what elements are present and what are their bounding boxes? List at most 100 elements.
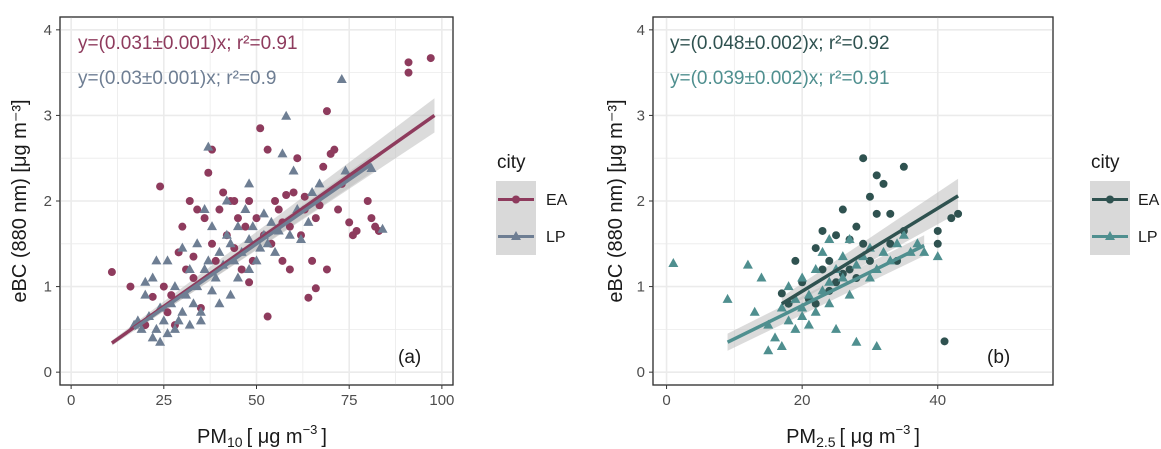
- point-lp: [932, 251, 943, 261]
- point-lp: [366, 162, 377, 172]
- point-lp: [851, 336, 862, 346]
- point-lp: [340, 165, 351, 175]
- point-lp: [295, 234, 306, 244]
- fit-line-lp: [726, 243, 925, 344]
- x-tick-label: 20: [794, 392, 811, 409]
- point-lp: [140, 276, 151, 286]
- point-ea: [940, 337, 949, 346]
- panel-a-legend: city EA LP: [496, 152, 568, 255]
- point-ea: [345, 218, 354, 227]
- y-tick-label: 0: [44, 364, 52, 381]
- panel-a-annotation-lp: y=(0.03±0.001)x; r²=0.9: [78, 68, 276, 89]
- point-lp: [763, 345, 774, 355]
- point-ea: [263, 145, 272, 154]
- point-lp: [207, 221, 218, 231]
- point-lp: [871, 340, 882, 350]
- panel-b-legend-marker-ea: [1106, 195, 1114, 204]
- point-lp: [221, 195, 232, 205]
- point-lp: [722, 293, 733, 303]
- point-ea: [163, 308, 172, 317]
- point-lp: [207, 285, 218, 295]
- point-lp: [878, 246, 889, 256]
- point-lp: [837, 272, 848, 282]
- point-lp: [244, 234, 255, 244]
- point-lp: [892, 238, 903, 248]
- point-ea: [178, 222, 187, 231]
- fit-line-lp: [133, 162, 373, 330]
- x-tick-label: 0: [67, 392, 75, 409]
- panel-b-annotation-ea: y=(0.048±0.002)x; r²=0.92: [670, 33, 890, 54]
- point-lp: [864, 272, 875, 282]
- point-lp: [790, 293, 801, 303]
- point-lp: [240, 204, 251, 214]
- point-lp: [790, 323, 801, 333]
- y-tick-label: 3: [637, 107, 645, 124]
- point-lp: [232, 221, 243, 231]
- point-ea: [899, 162, 908, 171]
- point-lp: [244, 263, 255, 273]
- y-tick-label: 2: [637, 193, 645, 210]
- point-ea: [148, 292, 157, 301]
- point-lp: [162, 328, 173, 338]
- point-ea: [818, 265, 827, 274]
- x-tick-label: 100: [429, 392, 454, 409]
- panel-a-y-ticks: 0 1 2 3 4: [44, 22, 60, 381]
- point-lp: [173, 315, 184, 325]
- point-lp: [199, 204, 210, 214]
- point-ea: [159, 282, 168, 291]
- point-ea: [947, 214, 956, 223]
- point-lp: [177, 242, 188, 252]
- point-lp: [817, 285, 828, 295]
- point-ea: [252, 214, 261, 223]
- x-tick-label: 0: [662, 392, 670, 409]
- panel-b-annotation-lp: y=(0.039±0.002)x; r²=0.91: [670, 68, 890, 89]
- point-ea: [285, 222, 294, 231]
- point-lp: [776, 340, 787, 350]
- point-ea: [886, 239, 895, 248]
- point-ea: [859, 154, 868, 163]
- point-ea: [126, 282, 135, 291]
- point-lp: [177, 306, 188, 316]
- y-tick-label: 2: [44, 193, 52, 210]
- point-ea: [311, 284, 320, 293]
- panel-a-legend-label-ea: EA: [546, 192, 568, 209]
- point-lp: [851, 259, 862, 269]
- point-ea: [107, 268, 116, 277]
- point-ea: [865, 192, 874, 201]
- point-ea: [185, 197, 194, 205]
- point-lp: [668, 257, 679, 267]
- point-lp: [195, 315, 206, 325]
- point-ea: [311, 214, 320, 223]
- point-lp: [214, 298, 225, 308]
- point-lp: [214, 246, 225, 256]
- point-lp: [749, 306, 760, 316]
- point-ea: [245, 197, 254, 205]
- point-ea: [832, 231, 841, 240]
- point-ea: [193, 205, 202, 214]
- point-lp: [147, 332, 158, 342]
- point-ea: [859, 239, 868, 248]
- panel-a-legend-marker-ea: [512, 195, 520, 204]
- x-tick-label: 50: [248, 392, 265, 409]
- panel-a-x-axis-label: PM10[ μg m−3]: [197, 422, 327, 449]
- point-lp: [336, 73, 347, 83]
- point-lp: [783, 315, 794, 325]
- point-lp: [151, 255, 162, 265]
- point-lp: [303, 216, 314, 226]
- panel-b-legend: city EA LP: [1090, 152, 1160, 255]
- point-ea: [245, 278, 254, 287]
- point-ea: [811, 244, 820, 253]
- point-lp: [188, 298, 199, 308]
- point-lp: [824, 298, 835, 308]
- point-lp: [247, 221, 258, 231]
- point-ea: [886, 209, 895, 218]
- point-lp: [221, 229, 232, 239]
- point-lp: [307, 186, 318, 196]
- point-ea: [189, 252, 198, 261]
- point-lp: [151, 323, 162, 333]
- point-lp: [195, 306, 206, 316]
- x-tick-label: 40: [929, 392, 946, 409]
- point-ea: [838, 205, 847, 214]
- panel-a-y-axis-label: eBC (880 nm) [μg m⁻³]: [9, 99, 31, 302]
